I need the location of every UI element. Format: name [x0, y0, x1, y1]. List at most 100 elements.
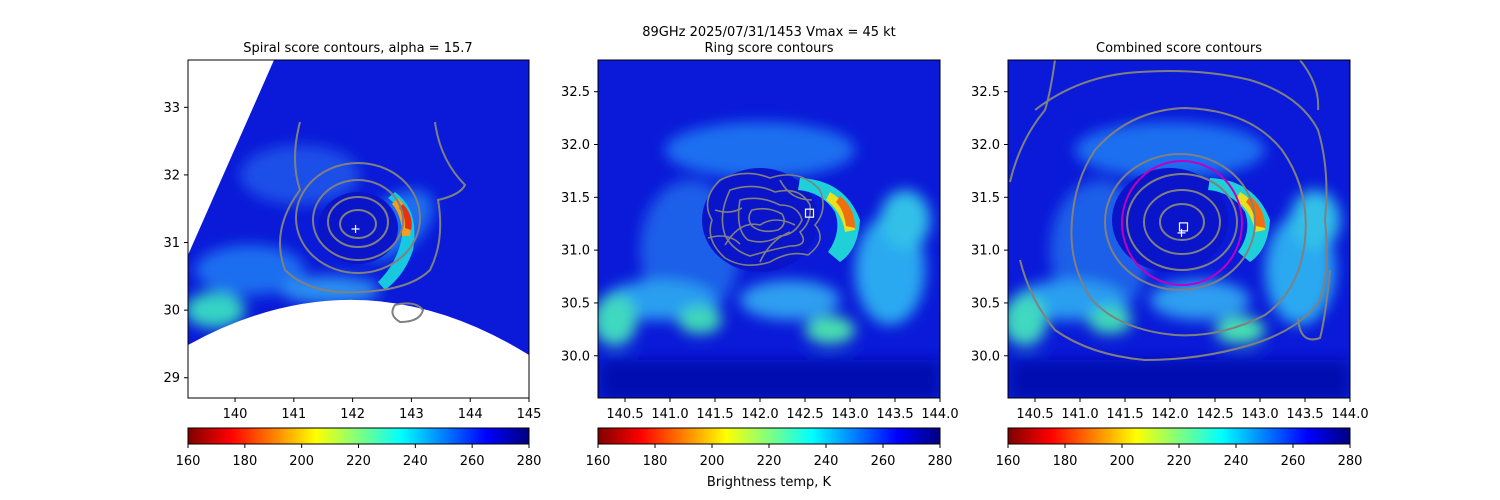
colorbar-2: 160 180 200 220 240 260 280 — [586, 427, 953, 469]
marks — [1177, 222, 1189, 237]
eye-region — [318, 192, 398, 264]
brightness-field — [598, 60, 940, 398]
center-square-marker — [804, 208, 815, 218]
colorbar-label: Brightness temp, K — [707, 475, 832, 490]
x-tick-label: 142.5 — [786, 407, 823, 422]
swath-mask-bottom — [188, 299, 529, 398]
y-tick-label: 30.0 — [971, 349, 1000, 364]
colorbar-tick-label: 260 — [871, 454, 896, 469]
y-axis-ticks: 30.0 30.5 31.0 31.5 32.0 32.5 — [561, 85, 598, 364]
panel-spiral-score: Spiral score contours, alpha = 15.7 — [163, 41, 541, 422]
y-tick-label: 31.5 — [561, 191, 590, 206]
eyewall-band — [798, 178, 860, 262]
y-tick-label: 31.0 — [971, 244, 1000, 259]
colorbar-tick-label: 160 — [176, 454, 201, 469]
swath-mask-left — [188, 60, 274, 255]
x-tick-label: 141.0 — [651, 407, 688, 422]
marks — [351, 225, 360, 233]
colorbar-tick-label: 280 — [1338, 454, 1363, 469]
x-tick-label: 142 — [340, 407, 365, 422]
colorbar-tick-label: 180 — [232, 454, 257, 469]
warm-core — [1246, 196, 1265, 228]
y-tick-label: 32 — [163, 168, 180, 183]
x-tick-label: 145 — [517, 407, 542, 422]
x-tick-label: 144 — [458, 407, 483, 422]
colorbar-tick-label: 200 — [289, 454, 314, 469]
colorbar-tick-label: 220 — [757, 454, 782, 469]
x-axis-ticks: 140.5 141.0 141.5 142.0 142.5 143.0 143.5 144.0 — [606, 398, 959, 422]
colorbar-tick-label: 160 — [586, 454, 611, 469]
x-tick-label: 141.5 — [1106, 407, 1143, 422]
center-square-marker — [1178, 222, 1189, 232]
panel-ring-score: Ring score contours — [561, 41, 959, 422]
figure-suptitle: 89GHz 2025/07/31/1453 Vmax = 45 kt — [642, 25, 896, 40]
colorbar-tick-label: 240 — [1224, 454, 1249, 469]
y-tick-label: 30 — [163, 304, 180, 319]
y-axis-ticks: 29 30 31 32 33 — [163, 101, 188, 386]
colorbar-tick-label: 180 — [643, 454, 668, 469]
y-tick-label: 29 — [163, 371, 180, 386]
y-tick-label: 30.5 — [971, 296, 1000, 311]
colorbar-tick-label: 220 — [1167, 454, 1192, 469]
y-tick-label: 32.5 — [971, 85, 1000, 100]
colorbar-1: 160 180 200 220 240 260 280 — [176, 427, 542, 469]
colorbar-tick-label: 280 — [517, 454, 542, 469]
colorbar-tick-label: 200 — [700, 454, 725, 469]
y-tick-label: 30.5 — [561, 296, 590, 311]
x-tick-label: 142.0 — [1151, 407, 1188, 422]
brightness-field — [1008, 60, 1350, 398]
x-tick-label: 141.0 — [1061, 407, 1098, 422]
y-tick-label: 30.0 — [561, 349, 590, 364]
x-tick-label: 144.0 — [1331, 407, 1368, 422]
score-contours — [706, 172, 824, 266]
colorbar-tick-label: 200 — [1110, 454, 1135, 469]
panel-combined-score: Combined score contours — [971, 41, 1369, 422]
panel-title: Combined score contours — [1096, 41, 1262, 56]
axes-frame — [597, 59, 941, 399]
colorbar-tick-label: 220 — [346, 454, 371, 469]
x-tick-label: 141.5 — [696, 407, 733, 422]
y-tick-label: 32.0 — [561, 138, 590, 153]
x-tick-label: 143 — [399, 407, 424, 422]
axes-frame — [1007, 59, 1351, 399]
y-tick-label: 31.0 — [561, 244, 590, 259]
panel-title: Ring score contours — [704, 41, 833, 56]
colorbar-tick-label: 180 — [1053, 454, 1078, 469]
y-axis-ticks: 30.0 30.5 31.0 31.5 32.0 32.5 — [971, 85, 1008, 364]
warm-core — [836, 196, 855, 228]
score-contours — [279, 121, 467, 324]
x-axis-ticks: 140.5 141.0 141.5 142.0 142.5 143.0 143.5 144.0 — [1016, 398, 1369, 422]
colorbar-tick-label: 260 — [460, 454, 485, 469]
x-tick-label: 142.5 — [1196, 407, 1233, 422]
fit-circle — [1121, 160, 1243, 286]
x-tick-label: 144.0 — [921, 407, 958, 422]
x-tick-label: 143.0 — [1241, 407, 1278, 422]
y-tick-label: 32.0 — [971, 138, 1000, 153]
axes-frame — [187, 59, 530, 399]
colorbar-tick-label: 240 — [814, 454, 839, 469]
score-contours — [1009, 60, 1331, 362]
x-tick-label: 140 — [223, 407, 248, 422]
colorbar-gradient — [597, 427, 941, 445]
x-tick-label: 143.0 — [831, 407, 868, 422]
y-tick-label: 31.5 — [971, 191, 1000, 206]
panel-title: Spiral score contours, alpha = 15.7 — [243, 41, 472, 56]
colorbar-tick-label: 260 — [1281, 454, 1306, 469]
colorbar-tick-label: 240 — [403, 454, 428, 469]
brightness-field — [188, 60, 529, 398]
x-tick-label: 141 — [281, 407, 306, 422]
colorbar-gradient — [187, 427, 530, 445]
colorbar-tick-label: 280 — [928, 454, 953, 469]
x-tick-label: 140.5 — [606, 407, 643, 422]
y-tick-label: 31 — [163, 236, 180, 251]
x-tick-label: 142.0 — [741, 407, 778, 422]
colorbar-gradient — [1007, 427, 1351, 445]
marks — [804, 208, 815, 218]
x-tick-label: 143.5 — [876, 407, 913, 422]
y-tick-label: 32.5 — [561, 85, 590, 100]
colorbar-3: 160 180 200 220 240 260 280 — [996, 427, 1363, 469]
colorbar-tick-label: 160 — [996, 454, 1021, 469]
x-axis-ticks: 140 141 142 143 144 145 — [223, 398, 542, 422]
x-tick-label: 140.5 — [1016, 407, 1053, 422]
